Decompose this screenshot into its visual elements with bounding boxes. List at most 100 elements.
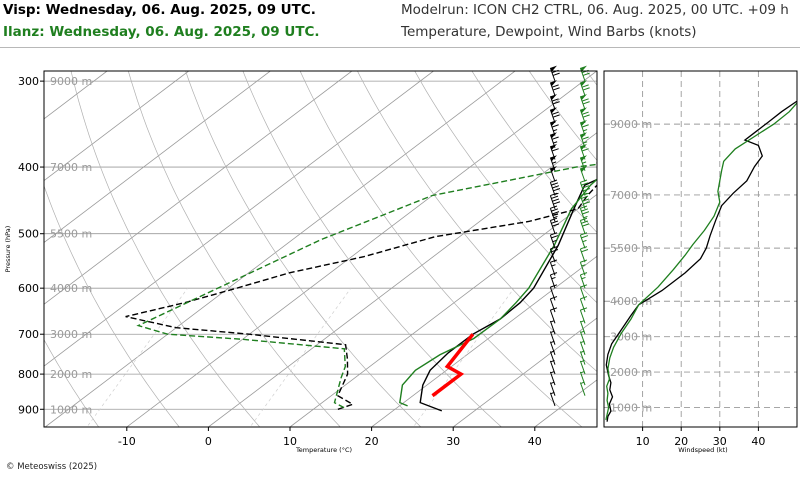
visp-wind-barb — [549, 166, 557, 182]
y-tick-label: 400 — [18, 161, 39, 174]
barb-shaft — [579, 331, 586, 345]
visp-wind-barb — [549, 371, 556, 386]
barb-flag — [581, 124, 589, 128]
barb-flag — [581, 195, 589, 199]
dry-adiabat-40 — [242, 71, 502, 427]
barb-flag — [550, 296, 558, 300]
barb-flag — [552, 198, 560, 202]
barb-half-flag — [550, 360, 555, 363]
isotherm-0 — [208, 132, 597, 427]
barb-shaft — [549, 392, 556, 407]
dry-adiabat-0 — [44, 184, 180, 427]
barb-flag — [580, 259, 588, 263]
x-tick-label: 40 — [528, 435, 542, 448]
visp-temperature-line — [419, 178, 597, 412]
altitude-label: 2000 m — [50, 368, 92, 381]
visp-wind-barb — [549, 232, 559, 249]
barb-shaft — [579, 351, 586, 365]
ilanz-wind-barb — [579, 65, 590, 82]
isotherm-30 — [452, 317, 597, 427]
barb-flag — [551, 195, 559, 199]
visp-wind-barb — [549, 65, 560, 82]
visp-wind-barb — [549, 94, 560, 110]
y-tick-label: 600 — [18, 282, 39, 295]
barb-flag — [582, 114, 590, 118]
wind-altitude-label: 9000 m — [610, 118, 652, 131]
barb-half-flag — [550, 391, 555, 395]
barb-half-flag — [580, 330, 585, 333]
barb-flag — [551, 84, 559, 88]
barb-half-flag — [552, 239, 557, 243]
visp-dewpoint-line — [125, 162, 597, 410]
ilanz-wind-barb — [579, 232, 589, 249]
wind-x-axis-label: Windspeed (kt) — [678, 446, 727, 454]
barb-flag — [580, 232, 588, 236]
barb-flag — [552, 223, 560, 227]
barb-flag — [551, 249, 559, 253]
visp-wind-barb — [549, 179, 561, 196]
barb-flag — [580, 284, 588, 288]
barb-shaft — [549, 371, 556, 386]
barb-pennant — [580, 166, 587, 173]
visp-wind-barb — [549, 391, 556, 407]
dry-adiabat-90 — [528, 71, 597, 161]
skew-t-frame — [43, 70, 598, 428]
barb-half-flag — [580, 360, 585, 363]
barb-flag — [581, 182, 589, 186]
wind-speed-profiles — [605, 100, 797, 422]
visp-wind-barb — [549, 340, 556, 355]
barb-pennant — [550, 155, 557, 162]
x-tick-label: 0 — [205, 435, 212, 448]
ilanz-wind-barb — [579, 132, 589, 148]
barb-half-flag — [580, 371, 585, 374]
barb-flag — [581, 136, 589, 140]
barb-flag — [581, 220, 589, 224]
dry-adiabat-20 — [127, 71, 341, 427]
barb-half-flag — [550, 340, 555, 344]
isotherm--10 — [126, 71, 597, 427]
wind-frame — [603, 70, 798, 428]
barb-flag — [582, 185, 590, 189]
ilanz-wind-barb — [579, 381, 586, 396]
skew-t-axes: -10 0 10 20 30 40 300 400 500 600 700 800 900 — [18, 75, 542, 448]
barb-flag — [551, 220, 559, 224]
barb-shaft — [549, 182, 556, 196]
isotherm--60 — [44, 71, 189, 182]
ilanz-wind-barb — [579, 80, 590, 96]
y-tick-label: 800 — [18, 368, 39, 381]
barb-shaft — [549, 298, 556, 313]
visp-wind-barb — [549, 132, 559, 148]
ilanz-wind-barb — [579, 350, 586, 365]
wind-altitude-label: 2000 m — [610, 366, 652, 379]
mixing-ratio-line — [87, 287, 188, 426]
barb-flag — [582, 101, 590, 105]
barb-flag — [550, 272, 558, 276]
barb-pennant — [550, 65, 557, 72]
barb-flag — [580, 246, 588, 250]
dry-adiabat-30 — [185, 71, 422, 427]
isotherm--30 — [44, 71, 434, 367]
visp-wind-barb — [549, 217, 560, 234]
barb-flag — [551, 111, 559, 115]
barb-shaft — [579, 182, 586, 196]
barb-shaft — [549, 220, 556, 234]
barb-half-flag — [580, 320, 585, 323]
isotherm--20 — [44, 71, 516, 427]
visp-windspeed-line — [605, 100, 797, 422]
visp-wind-barb — [549, 80, 560, 96]
barb-flag — [552, 101, 560, 105]
barb-flag — [580, 217, 588, 221]
wind-x-tick-label: 10 — [636, 435, 650, 448]
barb-pennant — [550, 80, 557, 87]
ilanz-wind-barb — [579, 330, 586, 345]
wind-axes: 10 20 30 40 — [636, 427, 765, 448]
ilanz-windspeed-line — [605, 102, 797, 421]
barb-flag — [551, 235, 559, 239]
barb-flag — [551, 208, 559, 212]
barb-shaft — [549, 382, 556, 396]
barb-pennant — [580, 80, 587, 87]
barb-shaft — [579, 286, 586, 301]
wind-altitude-label: 5500 m — [610, 242, 652, 255]
wind-barbs — [549, 65, 591, 407]
